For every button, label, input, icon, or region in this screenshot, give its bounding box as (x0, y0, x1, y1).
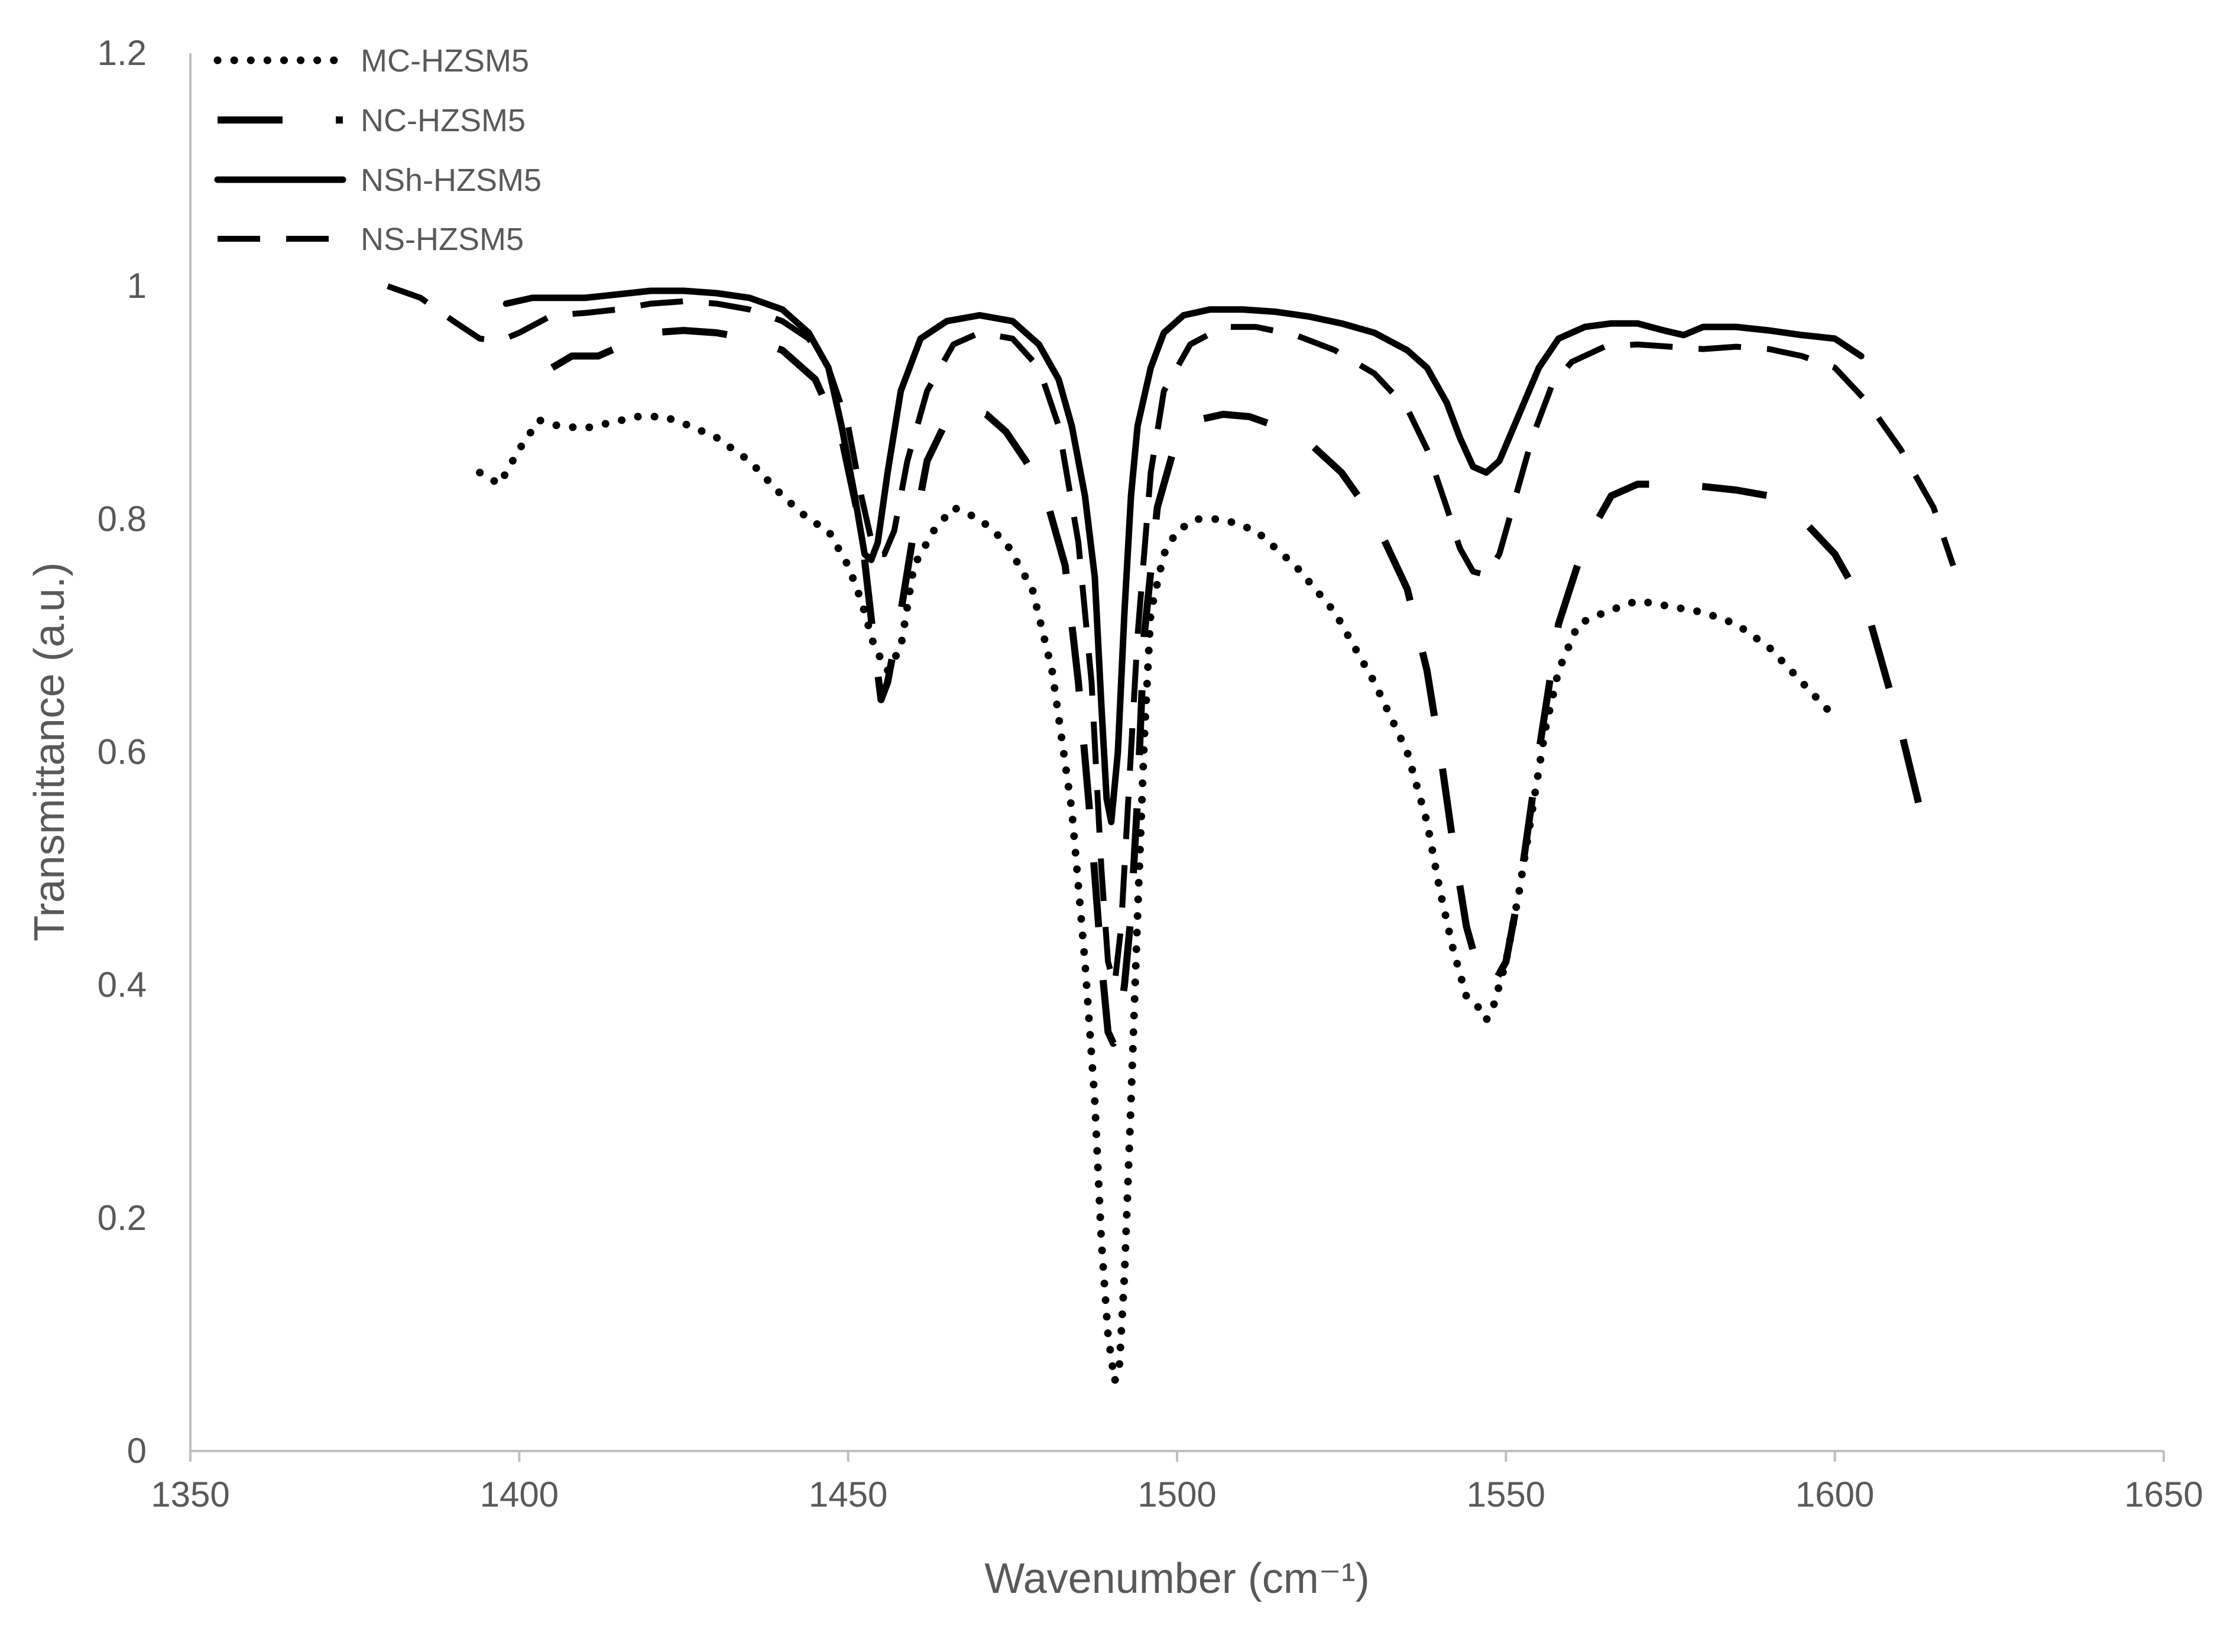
legend-label-nsh: NSh-HZSM5 (361, 163, 542, 198)
y-ticks: 0 0.2 0.4 0.6 0.8 1 1.2 (98, 33, 147, 1471)
axes: 1350 1400 1450 1500 1550 1600 1650 00.20.40.60… (98, 33, 2203, 1514)
x-axis-title: Wavenumber (cm⁻¹) (984, 1555, 1369, 1602)
x-tick-label: 1550 (1467, 1475, 1545, 1514)
legend-label-ns: NS-HZSM5 (361, 222, 524, 257)
y-tick-label: 1 (127, 266, 147, 306)
series-line-ns (387, 283, 1956, 988)
legend-label-nc: NC-HZSM5 (361, 103, 526, 138)
y-tick-label: 0 (127, 1431, 147, 1471)
y-tick-label: 0.6 (98, 732, 147, 772)
legend-item-nsh: NSh-HZSM5 (214, 163, 542, 198)
legend-item-mc: MC-HZSM5 (213, 43, 529, 79)
legend-item-ns: NS-HZSM5 (218, 222, 524, 257)
y-tick-label: 0.2 (98, 1198, 147, 1238)
x-tick-label: 1350 (151, 1475, 229, 1514)
x-tick-label: 1400 (480, 1475, 559, 1514)
series-layer (387, 283, 1956, 1385)
x-ticks: 1350 1400 1450 1500 1550 1600 1650 (151, 1451, 2203, 1514)
y-tick-label: 1.2 (98, 33, 147, 73)
y-tick-label: 0.4 (98, 965, 147, 1005)
y-tick-label: 0.8 (98, 499, 147, 538)
x-tick-label: 1650 (2124, 1475, 2203, 1514)
x-tick-label: 1600 (1795, 1475, 1874, 1514)
x-tick-label: 1500 (1137, 1475, 1216, 1514)
x-tick-label: 1450 (809, 1475, 887, 1514)
legend-item-nc: NC-HZSM5 (218, 103, 526, 138)
legend-label-mc: MC-HZSM5 (361, 43, 529, 79)
series-line-nsh (503, 287, 1865, 826)
y-axis-title: Transmittance (a.u.) (26, 562, 73, 942)
legend: MC-HZSM5 NC-HZSM5 NSh-HZSM5 NS-HZSM5 (213, 43, 542, 257)
